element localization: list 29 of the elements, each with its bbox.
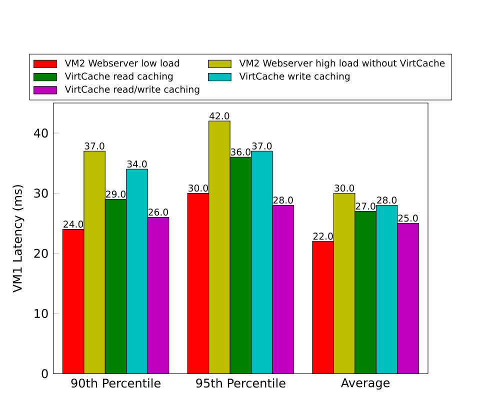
- data-label: 22.0: [313, 232, 333, 240]
- data-label: 34.0: [127, 160, 147, 168]
- data-label: 30.0: [334, 184, 354, 192]
- data-label: 37.0: [84, 142, 104, 150]
- data-label: 29.0: [106, 190, 126, 198]
- data-label: 25.0: [398, 214, 418, 222]
- x-tick-label: Average: [341, 378, 390, 390]
- y-tick-label: 30: [34, 188, 48, 198]
- legend-label: VM2 Webserver low load: [64, 59, 180, 67]
- data-label: 27.0: [356, 202, 376, 210]
- x-tick-label: 90th Percentile: [71, 378, 160, 388]
- data-label: 28.0: [377, 196, 397, 204]
- x-tick-label: 95th Percentile: [196, 378, 286, 388]
- legend-label: VM2 Webserver high load without VirtCache: [239, 59, 445, 68]
- y-tick-label: 0: [42, 369, 48, 378]
- data-label: 37.0: [252, 142, 272, 150]
- legend-label: VirtCache read caching: [64, 72, 173, 82]
- data-label: 30.0: [188, 184, 208, 192]
- y-axis-title: VM1 Latency (ms): [12, 185, 24, 293]
- data-label: 36.0: [230, 148, 250, 156]
- y-tick-label: 10: [34, 308, 48, 318]
- data-label: 24.0: [64, 220, 84, 228]
- data-label: 28.0: [273, 196, 293, 204]
- y-tick-label: 40: [34, 128, 48, 138]
- legend-label: VirtCache write caching: [239, 72, 350, 82]
- y-tick-label: 20: [34, 248, 48, 258]
- legend-label: VirtCache read/write caching: [64, 86, 200, 95]
- data-label: 42.0: [210, 112, 230, 120]
- data-label: 26.0: [148, 208, 168, 216]
